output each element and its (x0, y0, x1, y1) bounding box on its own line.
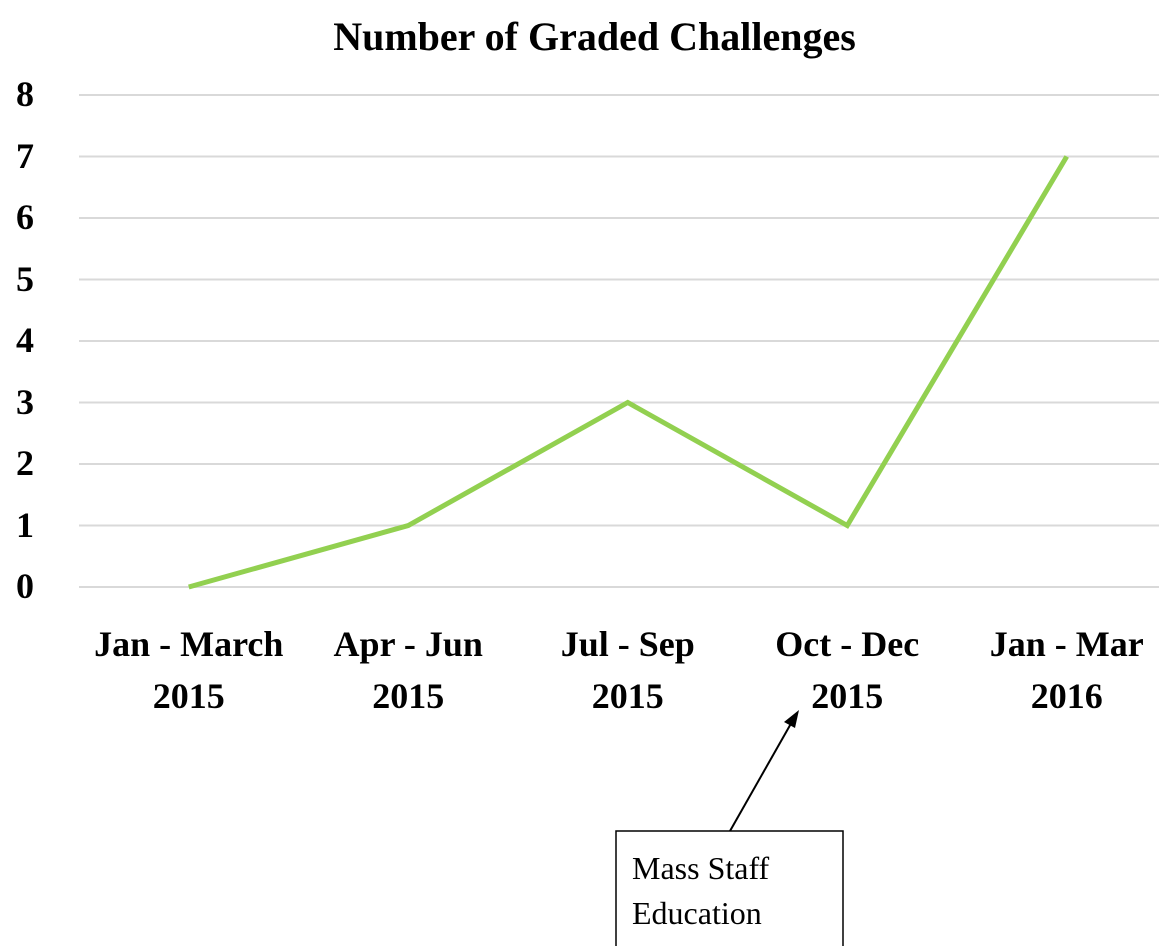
y-tick-label: 0 (16, 566, 34, 606)
y-tick-label: 4 (16, 320, 34, 360)
arrow-head (784, 710, 799, 728)
y-tick-label: 3 (16, 381, 34, 422)
y-tick-label: 6 (16, 197, 34, 237)
y-tick-label: 1 (16, 504, 34, 545)
x-tick-label: Apr - Jun 2015 (333, 624, 483, 717)
line (188, 155, 1069, 590)
annotation-box (615, 830, 844, 946)
annotation-arrow (729, 719, 794, 832)
y-tick-label: 2 (16, 443, 34, 483)
y-tick-label: 8 (16, 74, 34, 114)
annotation: Mass Staff Education (632, 850, 770, 931)
chart-title: Number of Graded Challenges (333, 14, 856, 59)
y-tick-label: 7 (16, 135, 34, 176)
x-tick-label: Jan - March 2015 (94, 624, 284, 717)
x-tick-label: Jan - Mar 2016 (989, 624, 1144, 717)
y-tick-label: 5 (16, 258, 34, 299)
x-tick-label: Jul - Sep 2015 (560, 624, 695, 717)
x-tick-label: Oct - Dec 2015 (775, 624, 920, 717)
